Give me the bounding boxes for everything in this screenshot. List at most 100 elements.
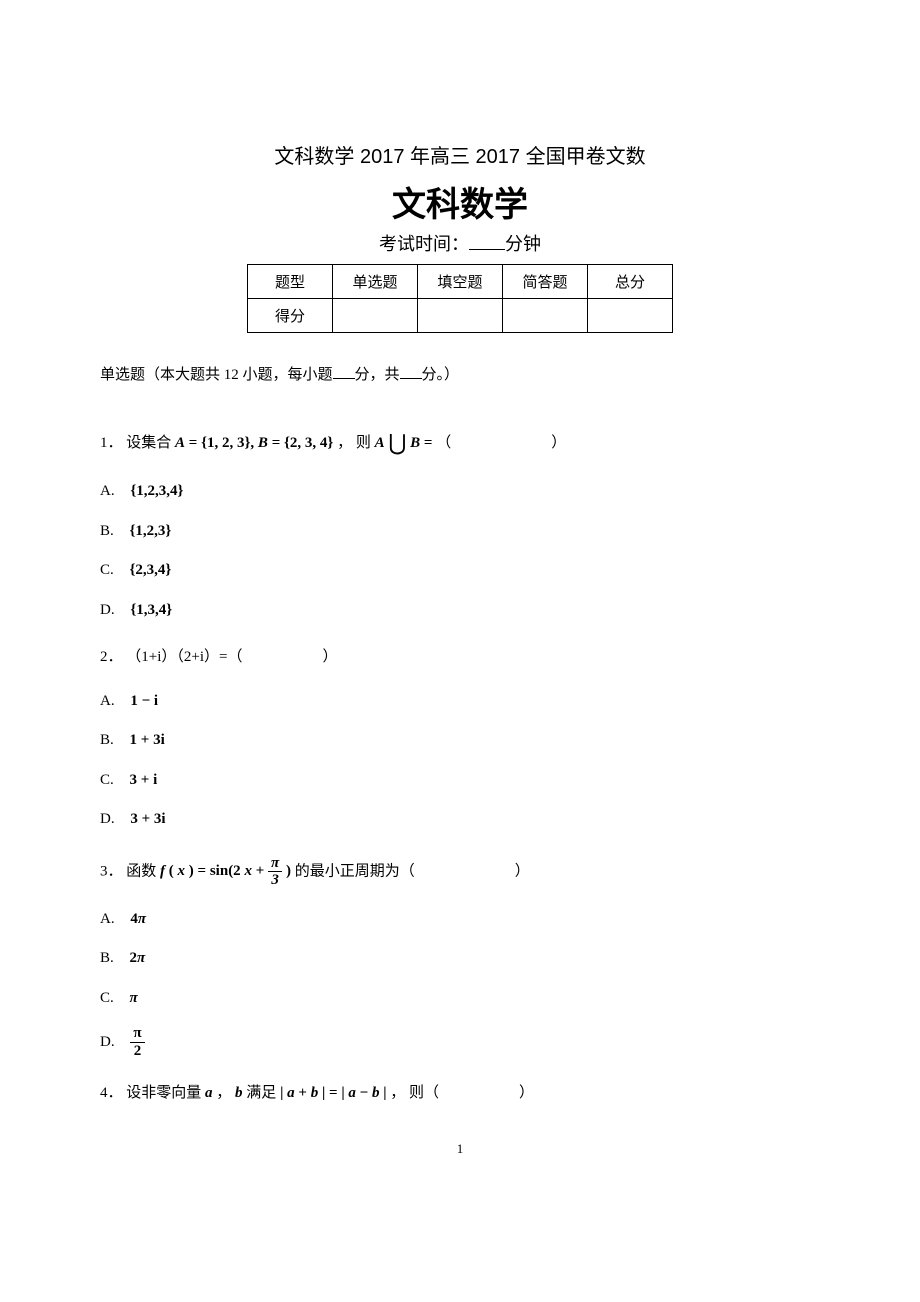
q3-x2: x	[244, 863, 252, 879]
q1-option-a: A. {1,2,3,4}	[100, 479, 820, 505]
question-4: 4． 设非零向量 a ， b 满足 | a + b | = | a − b | …	[100, 1081, 820, 1107]
page-number: 1	[100, 1141, 820, 1157]
option-label: D.	[100, 811, 115, 827]
opt-frac-num: π	[130, 1025, 144, 1043]
q4-suffix: ， 则（	[390, 1085, 439, 1101]
opt-op: −	[142, 693, 151, 709]
q4-plus: +	[298, 1085, 307, 1101]
opt-op: +	[141, 772, 150, 788]
q1-eq2: = {2, 3, 4}	[272, 435, 334, 451]
opt-b: 3i	[154, 811, 166, 827]
opt-b: i	[153, 772, 157, 788]
cell-single-choice: 单选题	[333, 265, 418, 299]
option-label: C.	[100, 990, 114, 1006]
q1-eq1: = {1, 2, 3},	[189, 435, 258, 451]
q4-a2: a	[287, 1085, 295, 1101]
q3-prefix: 函数	[126, 863, 160, 879]
option-label: B.	[100, 732, 114, 748]
option-value: {2,3,4}	[130, 562, 172, 578]
question-2: 2． （1+i）（2+i）=（）	[100, 645, 820, 671]
q2-text: （1+i）（2+i）=（	[126, 649, 242, 665]
q3-f: f	[160, 863, 165, 879]
q1-expr-a: A	[375, 435, 385, 451]
cell-empty	[418, 299, 503, 333]
opt-a: 3	[130, 811, 138, 827]
q4-eq: =	[329, 1085, 338, 1101]
option-label: D.	[100, 602, 115, 618]
cell-empty	[333, 299, 418, 333]
opt-b: i	[154, 693, 158, 709]
q4-b: b	[235, 1085, 243, 1101]
option-value: {1,2,3,4}	[130, 483, 183, 499]
intro-suffix: 分。）	[422, 367, 460, 383]
intro-blank-2	[400, 363, 422, 379]
opt-op: +	[141, 732, 150, 748]
q4-prefix: 设非零向量	[126, 1085, 205, 1101]
cell-empty	[503, 299, 588, 333]
subject-year-line: 文科数学 2017 年高三 2017 全国甲卷文数	[100, 140, 820, 169]
opt-sym: π	[130, 990, 138, 1006]
q1-option-d: D. {1,3,4}	[100, 598, 820, 624]
cell-score-label: 得分	[248, 299, 333, 333]
q1-expr-eq: =	[424, 435, 436, 451]
q3-frac-num: π	[268, 855, 282, 873]
cell-total: 总分	[588, 265, 673, 299]
q3-option-c: C. π	[100, 986, 820, 1012]
q1-num: 1．	[100, 435, 123, 451]
q1-paren-open: （	[436, 435, 451, 451]
q1-prefix: 设集合	[126, 435, 175, 451]
q1-option-b: B. {1,2,3}	[100, 519, 820, 545]
q2-option-c: C. 3 + i	[100, 768, 820, 794]
table-row: 得分	[248, 299, 673, 333]
q3-paren-close: )	[189, 863, 194, 879]
q1-option-c: C. {2,3,4}	[100, 558, 820, 584]
opt-op: +	[142, 811, 151, 827]
q3-x: x	[178, 863, 186, 879]
score-table: 题型 单选题 填空题 简答题 总分 得分	[247, 264, 673, 333]
q1-set-b: B	[258, 435, 268, 451]
q3-eq: =	[198, 863, 210, 879]
opt-a: 1	[130, 693, 138, 709]
question-3: 3． 函数 f ( x ) = sin(2 x + π 3 ) 的最小正周期为（…	[100, 855, 820, 889]
intro-blank-1	[333, 363, 355, 379]
q4-minus: −	[360, 1085, 369, 1101]
q1-mid: ， 则	[337, 435, 375, 451]
q3-option-d: D. π 2	[100, 1025, 820, 1059]
q4-mid1: 满足	[246, 1085, 280, 1101]
cell-fill-blank: 填空题	[418, 265, 503, 299]
q2-num: 2．	[100, 649, 123, 665]
intro-prefix: 单选题（本大题共 12 小题，每小题	[100, 367, 333, 383]
q4-bar4: |	[383, 1085, 386, 1101]
q3-plus: +	[256, 863, 268, 879]
opt-coef: 4	[130, 911, 138, 927]
option-label: B.	[100, 950, 114, 966]
opt-frac-den: 2	[130, 1043, 144, 1060]
cell-short-answer: 简答题	[503, 265, 588, 299]
exam-time-suffix: 分钟	[505, 234, 541, 254]
q3-frac-den: 3	[268, 872, 282, 889]
option-label: A.	[100, 911, 115, 927]
option-label: A.	[100, 693, 115, 709]
intro-mid: 分，共	[355, 367, 400, 383]
q3-sin: sin(2	[210, 863, 241, 879]
cell-empty	[588, 299, 673, 333]
option-label: B.	[100, 523, 114, 539]
q2-option-b: B. 1 + 3i	[100, 728, 820, 754]
q4-bar3: |	[341, 1085, 344, 1101]
q3-close: )	[286, 863, 291, 879]
q3-option-b: B. 2π	[100, 946, 820, 972]
table-row: 题型 单选题 填空题 简答题 总分	[248, 265, 673, 299]
q2-option-a: A. 1 − i	[100, 689, 820, 715]
section-intro: 单选题（本大题共 12 小题，每小题 分，共 分。）	[100, 363, 820, 384]
exam-time-line: 考试时间： 分钟	[100, 230, 820, 256]
exam-time-prefix: 考试时间：	[379, 234, 469, 254]
main-title: 文科数学	[100, 177, 820, 226]
q4-a: a	[205, 1085, 213, 1101]
opt-a: 3	[130, 772, 138, 788]
q1-set-a: A	[175, 435, 185, 451]
q4-comma: ，	[216, 1085, 235, 1101]
option-label: C.	[100, 772, 114, 788]
option-label: A.	[100, 483, 115, 499]
option-value: {1,3,4}	[130, 602, 172, 618]
opt-b: 3i	[153, 732, 165, 748]
